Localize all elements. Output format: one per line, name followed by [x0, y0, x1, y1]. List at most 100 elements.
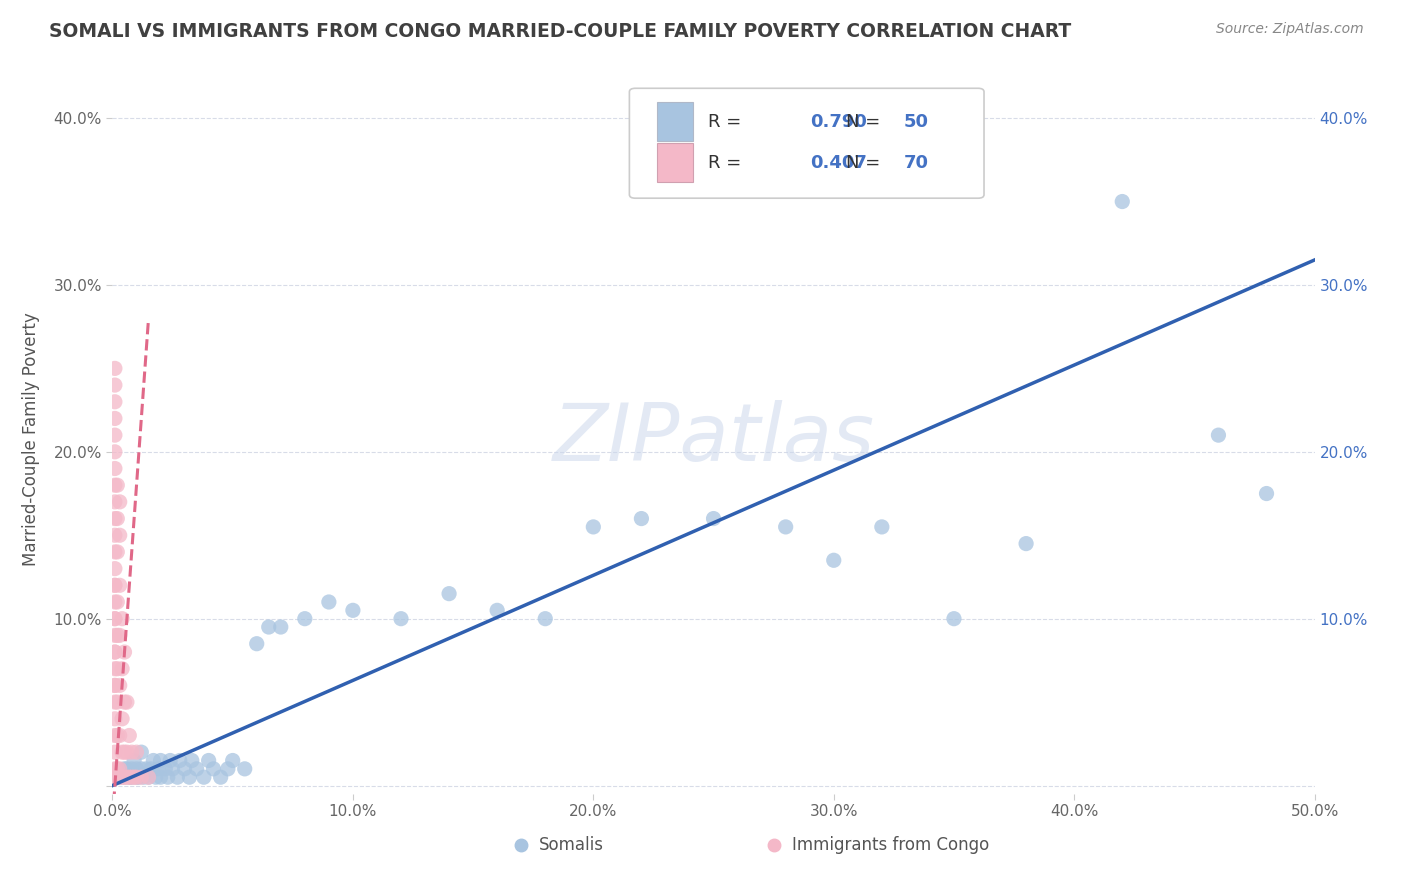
Point: [118, 770, 141, 784]
Point: [1015, 536, 1038, 550]
Point: [104, 645, 127, 659]
Point: [630, 511, 652, 525]
Point: [870, 520, 893, 534]
Point: [104, 662, 127, 676]
Point: [534, 612, 557, 626]
Point: [104, 378, 127, 392]
Text: Source: ZipAtlas.com: Source: ZipAtlas.com: [1216, 22, 1364, 37]
Point: [104, 628, 127, 642]
Point: [121, 770, 143, 784]
Point: [166, 770, 188, 784]
Point: [105, 695, 128, 709]
Point: [132, 770, 155, 784]
Text: R =: R =: [707, 112, 747, 130]
Point: [1256, 486, 1278, 500]
Point: [222, 754, 245, 768]
Point: [114, 770, 136, 784]
Text: N =: N =: [846, 112, 886, 130]
Point: [105, 478, 128, 492]
Point: [104, 745, 127, 759]
Point: [104, 678, 127, 692]
Point: [582, 520, 605, 534]
Point: [125, 770, 148, 784]
Point: [105, 545, 128, 559]
Text: Immigrants from Congo: Immigrants from Congo: [792, 836, 988, 854]
Point: [115, 770, 138, 784]
Point: [111, 662, 134, 676]
Point: [105, 762, 128, 776]
Point: [209, 770, 232, 784]
Point: [1111, 194, 1133, 209]
Point: [104, 528, 127, 542]
Point: [342, 603, 364, 617]
Point: [246, 637, 269, 651]
Point: [104, 712, 127, 726]
Point: [121, 745, 143, 759]
Point: [108, 762, 131, 776]
Point: [217, 762, 239, 776]
Point: [131, 770, 153, 784]
Point: [104, 511, 127, 525]
Point: [131, 745, 153, 759]
Point: [131, 762, 153, 776]
Text: R =: R =: [707, 153, 747, 172]
Point: [122, 770, 145, 784]
Point: [121, 770, 143, 784]
Point: [115, 695, 138, 709]
Point: [104, 545, 127, 559]
Point: [146, 762, 169, 776]
Point: [105, 628, 128, 642]
Point: [108, 578, 131, 592]
Point: [104, 770, 127, 784]
Point: [104, 578, 127, 592]
Point: [104, 578, 127, 592]
Point: [437, 587, 460, 601]
Point: [111, 770, 134, 784]
Point: [104, 361, 127, 376]
Point: [104, 561, 127, 575]
Point: [105, 662, 128, 676]
Point: [197, 754, 219, 768]
Point: [159, 754, 181, 768]
Point: [703, 511, 725, 525]
Point: [111, 612, 134, 626]
Point: [115, 745, 138, 759]
Point: [105, 729, 128, 743]
Point: [125, 745, 148, 759]
Point: [125, 762, 148, 776]
Point: [294, 612, 316, 626]
Point: [111, 745, 134, 759]
Text: Somalis: Somalis: [540, 836, 605, 854]
Point: [179, 770, 201, 784]
Point: [108, 528, 131, 542]
Point: [193, 770, 215, 784]
Point: [104, 495, 127, 509]
Text: ZIPatlas: ZIPatlas: [553, 401, 875, 478]
Point: [173, 762, 195, 776]
Point: [125, 770, 148, 784]
Point: [104, 445, 127, 459]
Point: [486, 603, 509, 617]
Point: [108, 770, 131, 784]
FancyBboxPatch shape: [657, 102, 693, 141]
Point: [135, 762, 157, 776]
Point: [111, 712, 134, 726]
Point: [823, 553, 845, 567]
Point: [108, 729, 131, 743]
Point: [155, 762, 177, 776]
Text: 0.407: 0.407: [810, 153, 866, 172]
Text: N =: N =: [846, 153, 886, 172]
Point: [108, 495, 131, 509]
Point: [142, 754, 165, 768]
Point: [115, 762, 138, 776]
Point: [389, 612, 412, 626]
Point: [122, 754, 145, 768]
Point: [105, 770, 128, 784]
Point: [156, 770, 179, 784]
Point: [104, 411, 127, 425]
Point: [1208, 428, 1230, 442]
Point: [145, 770, 167, 784]
Point: [104, 461, 127, 475]
Point: [202, 762, 225, 776]
Text: 70: 70: [904, 153, 928, 172]
